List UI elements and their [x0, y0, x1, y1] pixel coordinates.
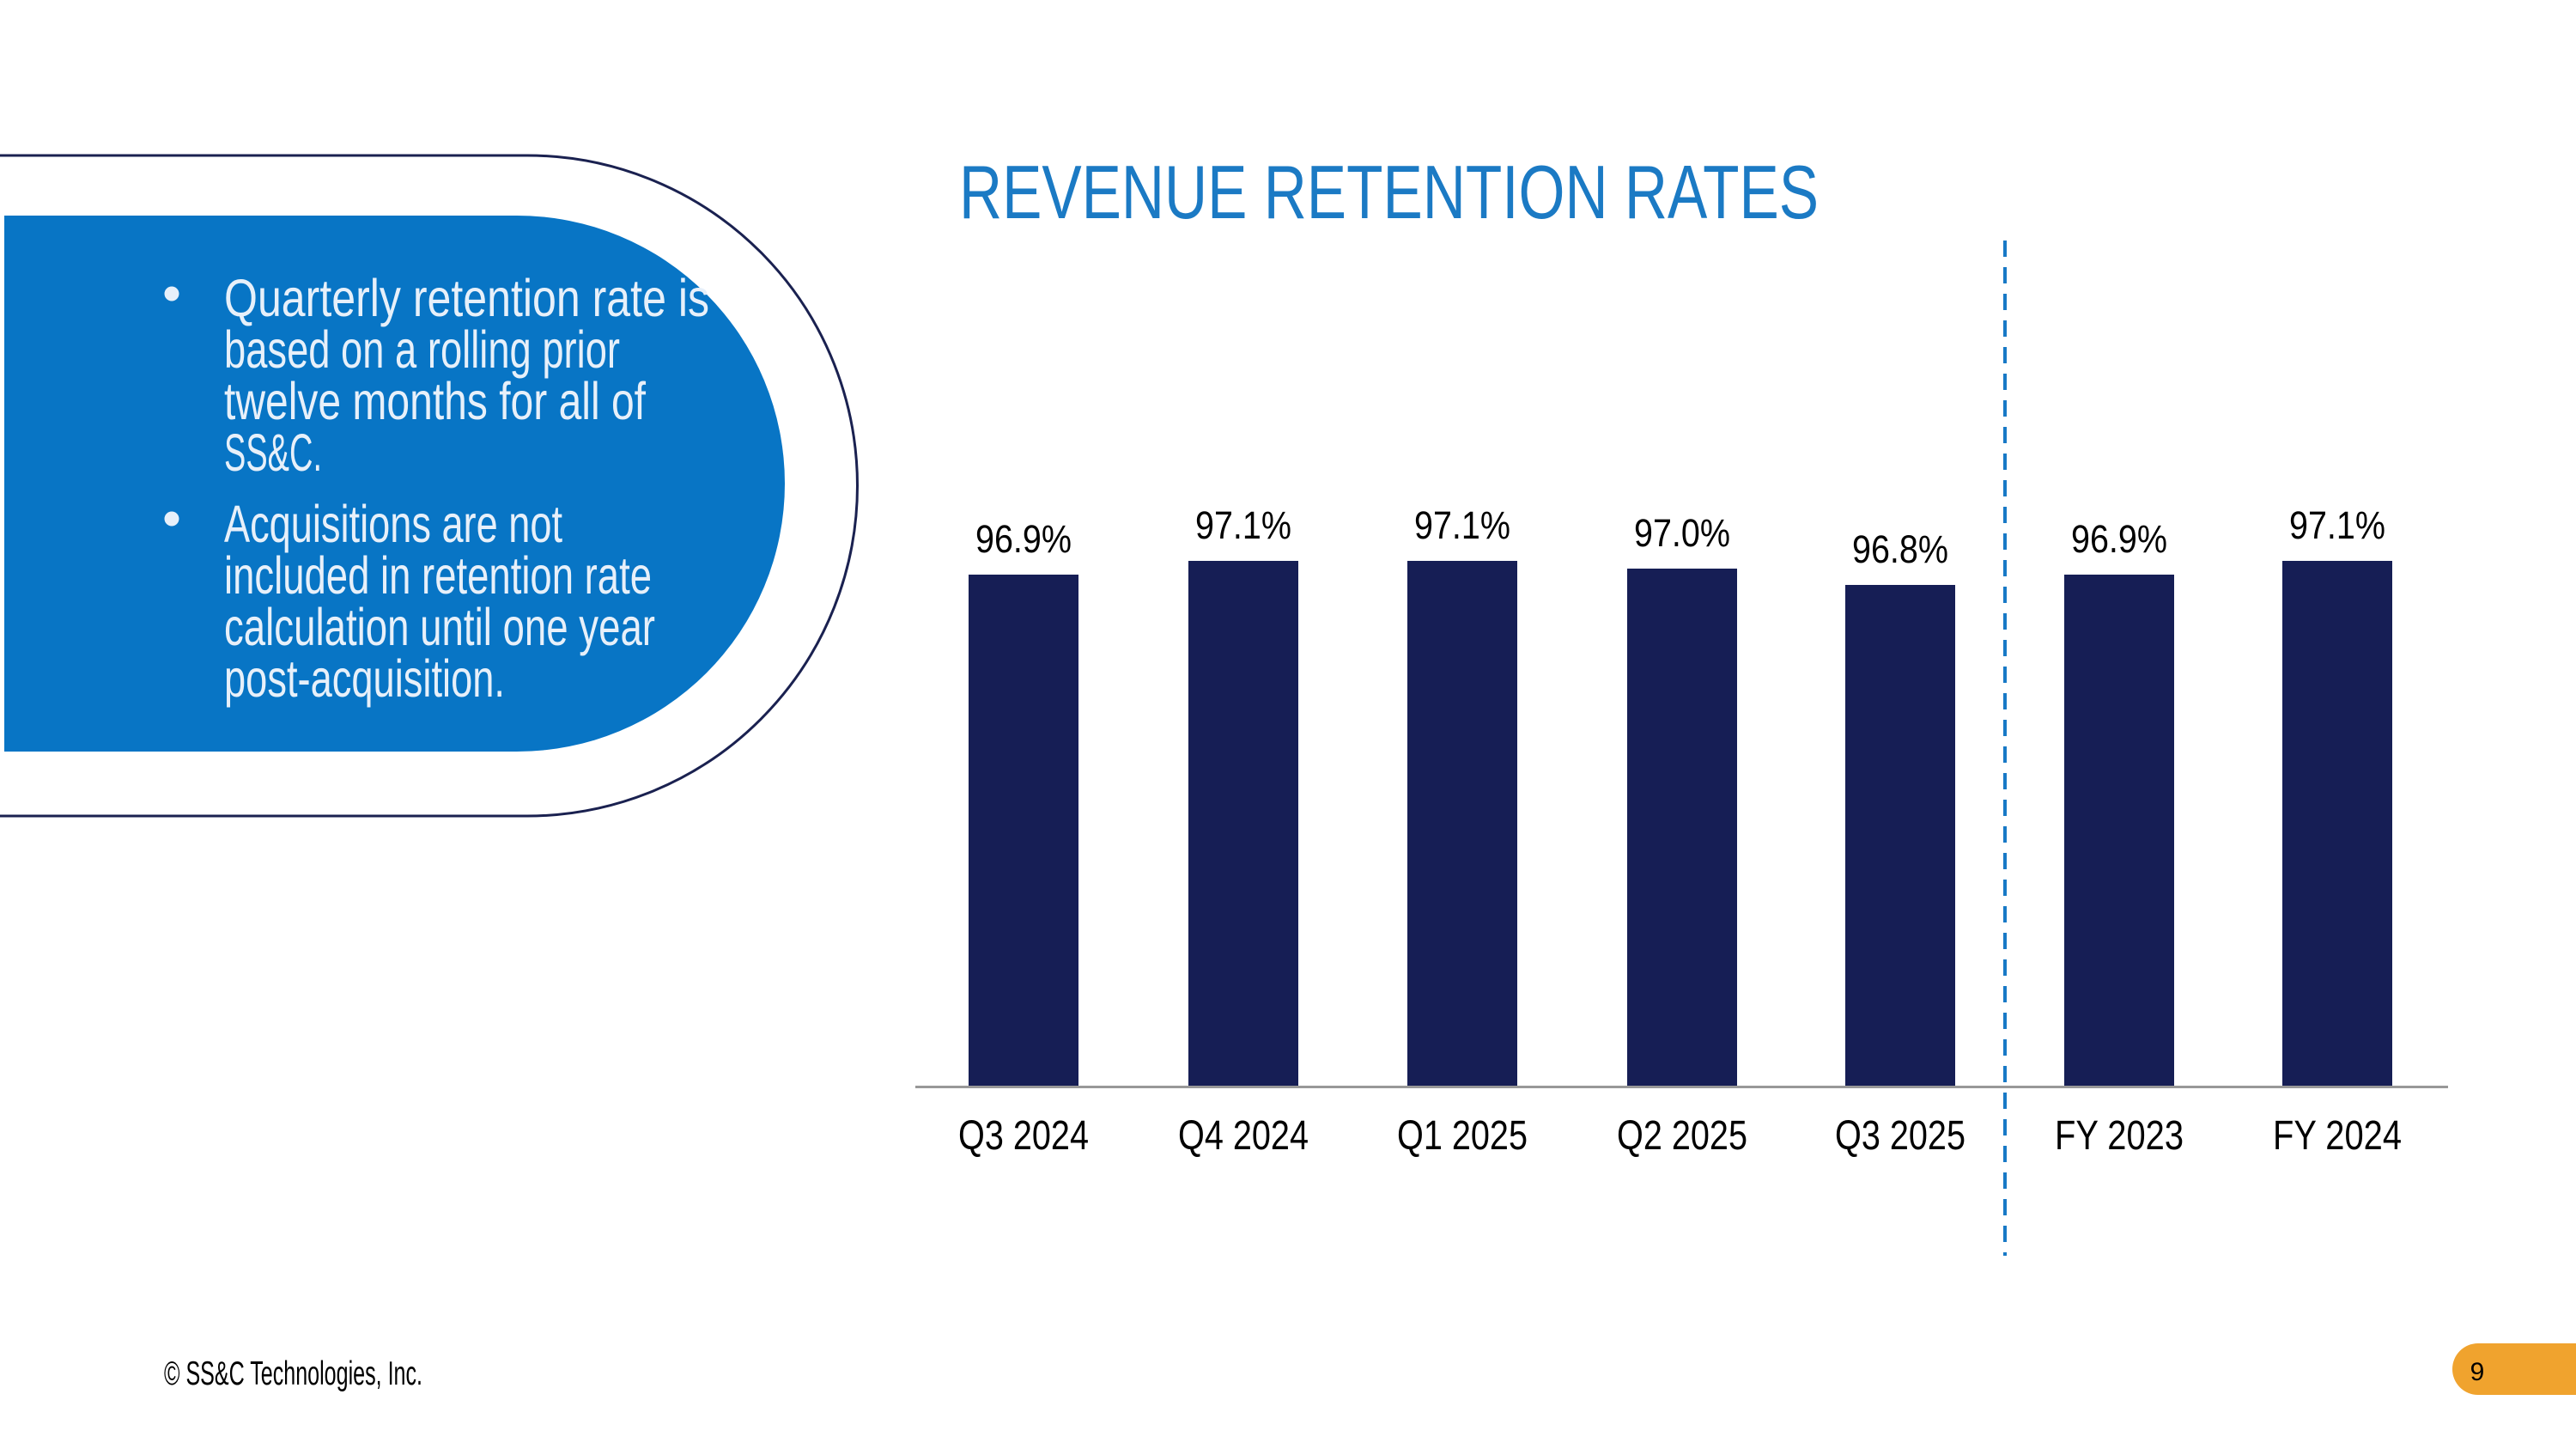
- svg-text:97.0%: 97.0%: [1634, 511, 1730, 555]
- svg-text:Q2 2025: Q2 2025: [1617, 1113, 1747, 1159]
- svg-text:Q3 2025: Q3 2025: [1835, 1113, 1965, 1159]
- svg-text:twelve months for all of: twelve months for all of: [224, 372, 647, 430]
- svg-text:© SS&C Technologies, Inc.: © SS&C Technologies, Inc.: [164, 1355, 422, 1392]
- svg-text:FY 2023: FY 2023: [2055, 1113, 2184, 1159]
- svg-text:REVENUE RETENTION RATES: REVENUE RETENTION RATES: [959, 149, 1819, 234]
- svg-text:9: 9: [2470, 1358, 2485, 1386]
- svg-text:SS&C.: SS&C.: [224, 423, 322, 482]
- svg-text:post-acquisition.: post-acquisition.: [224, 649, 505, 708]
- svg-text:97.1%: 97.1%: [1195, 503, 1291, 547]
- svg-text:calculation until one year: calculation until one year: [224, 598, 655, 656]
- svg-text:96.9%: 96.9%: [975, 517, 1072, 561]
- svg-text:97.1%: 97.1%: [1414, 503, 1510, 547]
- svg-text:based on a rolling prior: based on a rolling prior: [224, 320, 620, 379]
- svg-text:Q3 2024: Q3 2024: [958, 1113, 1089, 1159]
- svg-text:97.1%: 97.1%: [2289, 503, 2385, 547]
- svg-text:Quarterly retention rate is: Quarterly retention rate is: [224, 269, 709, 327]
- svg-text:Acquisitions are not: Acquisitions are not: [224, 495, 562, 553]
- svg-text:Q4 2024: Q4 2024: [1178, 1113, 1309, 1159]
- svg-text:96.9%: 96.9%: [2071, 517, 2167, 561]
- svg-text:included in retention rate: included in retention rate: [224, 546, 652, 605]
- svg-text:96.8%: 96.8%: [1852, 527, 1948, 571]
- svg-text:FY 2024: FY 2024: [2273, 1113, 2402, 1159]
- svg-text:Q1 2025: Q1 2025: [1397, 1113, 1528, 1159]
